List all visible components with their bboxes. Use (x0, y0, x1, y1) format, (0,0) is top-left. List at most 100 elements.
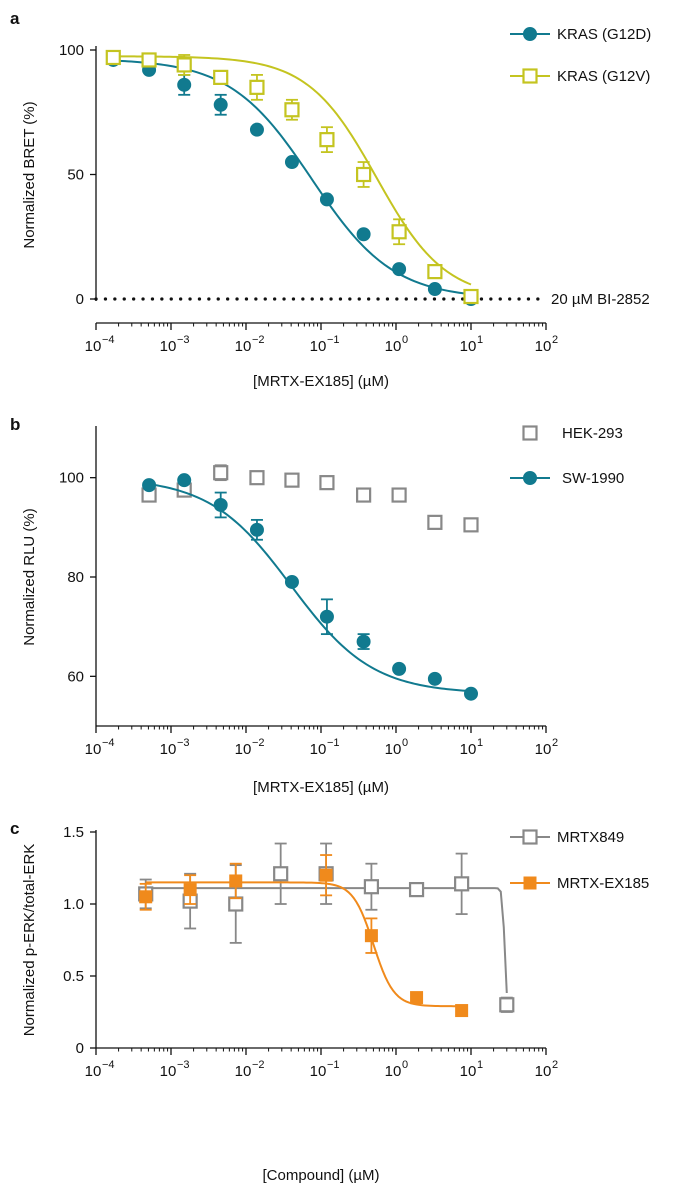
fit-curve (145, 881, 462, 1008)
x-tick-exponent: 1 (477, 737, 483, 749)
data-point (319, 475, 335, 491)
x-tick-exponent: −4 (102, 334, 115, 346)
data-point (319, 868, 333, 882)
data-point (319, 609, 334, 624)
data-point (356, 634, 371, 649)
data-point (454, 876, 470, 892)
data-point (363, 879, 380, 895)
legend-marker (523, 471, 537, 485)
data-point (284, 155, 299, 170)
legend-label: HEK-293 (562, 425, 623, 442)
series-kras-g12v- (105, 49, 479, 305)
legend-marker (523, 876, 537, 890)
x-tick-label: 10 (460, 1063, 477, 1080)
x-tick-exponent: −2 (252, 1059, 265, 1071)
x-tick-exponent: 2 (552, 737, 558, 749)
y-tick-label: 0.5 (63, 968, 84, 985)
data-point (249, 522, 264, 537)
data-point (139, 890, 153, 904)
baseline-label: 20 µM BI-2852 (551, 291, 650, 308)
x-tick-label: 10 (535, 1063, 552, 1080)
x-axis-title: [MRTX-EX185] (µM) (253, 373, 389, 390)
data-point (455, 1004, 469, 1018)
legend-entry: MRTX-EX185 (510, 875, 649, 892)
x-tick-exponent: 1 (477, 334, 483, 346)
data-point (464, 686, 478, 701)
legend-label: MRTX-EX185 (557, 875, 649, 892)
legend-entry: KRAS (G12D) (510, 26, 651, 43)
x-tick-label: 10 (85, 338, 102, 355)
legend-label: KRAS (G12V) (557, 68, 650, 85)
x-tick-exponent: 0 (402, 737, 408, 749)
y-axis-title: Normalized RLU (%) (21, 508, 38, 646)
data-point (410, 991, 424, 1005)
data-point (391, 224, 407, 240)
data-point (249, 79, 265, 95)
y-tick-label: 60 (67, 668, 84, 685)
data-point (249, 122, 264, 137)
x-tick-label: 10 (385, 1063, 402, 1080)
y-tick-label: 80 (67, 569, 84, 586)
x-tick-label: 10 (85, 741, 102, 758)
fit-curve (148, 483, 472, 693)
legend-label: SW-1990 (562, 470, 624, 487)
x-tick-label: 10 (310, 338, 327, 355)
data-point (213, 69, 229, 85)
panel-label: a (10, 9, 20, 28)
x-tick-label: 10 (310, 741, 327, 758)
x-tick-label: 10 (160, 741, 177, 758)
legend-label: KRAS (G12D) (557, 26, 651, 43)
data-point (213, 497, 228, 512)
series-mrtx-ex185 (139, 854, 469, 1018)
x-tick-label: 10 (460, 338, 477, 355)
panel-label: c (10, 819, 19, 838)
data-point (463, 517, 479, 533)
x-tick-exponent: −1 (327, 334, 340, 346)
data-point (177, 77, 192, 92)
data-point (177, 473, 192, 488)
data-point (356, 227, 371, 242)
data-point (228, 896, 244, 912)
y-tick-label: 1.5 (63, 824, 84, 841)
data-point (141, 52, 157, 68)
y-tick-label: 100 (59, 42, 84, 59)
data-point (319, 192, 334, 207)
legend-entry: SW-1990 (510, 470, 624, 487)
x-tick-exponent: 0 (402, 1059, 408, 1071)
data-point (392, 262, 407, 277)
series-sw-1990 (142, 473, 478, 701)
x-tick-exponent: −4 (102, 737, 115, 749)
data-point (284, 102, 300, 118)
y-tick-label: 100 (59, 470, 84, 487)
panel-label: b (10, 415, 20, 434)
legend-marker (522, 425, 538, 441)
x-tick-exponent: 2 (552, 334, 558, 346)
x-tick-exponent: −1 (327, 1059, 340, 1071)
x-tick-label: 10 (235, 338, 252, 355)
fit-curve (113, 59, 472, 296)
data-point (213, 465, 229, 481)
x-tick-exponent: −1 (327, 737, 340, 749)
legend-entry: KRAS (G12V) (510, 68, 650, 85)
data-point (273, 866, 289, 882)
y-tick-label: 0 (76, 291, 84, 308)
x-tick-label: 10 (385, 741, 402, 758)
data-point (105, 49, 121, 66)
chart-panel-c: c00.51.01.510 −4 10 −3 10 −2 10 −1 10 0 10 1 10 2[Com… (10, 819, 649, 1184)
data-point (356, 166, 372, 183)
x-tick-label: 10 (160, 338, 177, 355)
x-tick-label: 10 (385, 338, 402, 355)
x-tick-label: 10 (535, 741, 552, 758)
legend-marker (522, 68, 538, 84)
x-tick-exponent: −3 (177, 1059, 190, 1071)
data-point (499, 997, 515, 1013)
x-tick-label: 10 (460, 741, 477, 758)
x-axis-title: [Compound] (µM) (262, 1167, 379, 1184)
data-point (427, 514, 443, 530)
data-point (427, 282, 442, 297)
x-tick-label: 10 (310, 1063, 327, 1080)
legend-marker (523, 27, 537, 41)
